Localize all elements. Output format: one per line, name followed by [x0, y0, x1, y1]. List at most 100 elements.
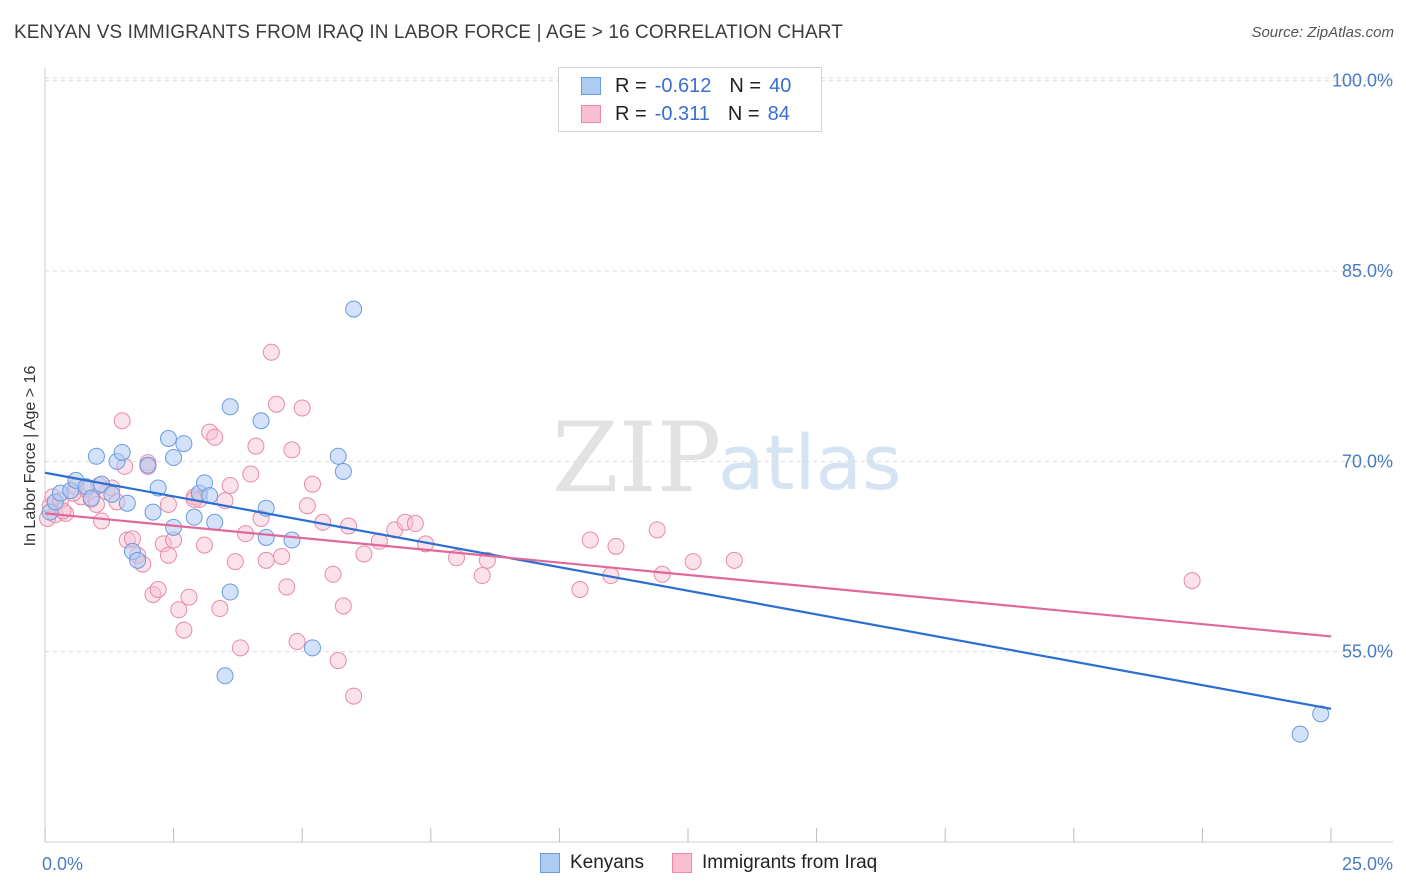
- data-point-iraq: [293, 399, 311, 417]
- legend-r-label: R =: [615, 102, 647, 125]
- data-point-iraq: [144, 586, 162, 604]
- trend-line-kenyans: [44, 471, 1332, 710]
- data-point-kenyan: [303, 639, 321, 657]
- data-point-iraq: [283, 441, 301, 459]
- data-point-kenyan: [283, 531, 301, 549]
- data-point-kenyan: [257, 528, 275, 546]
- data-point-kenyan: [87, 447, 105, 465]
- data-point-kenyan: [165, 449, 183, 467]
- data-point-kenyan: [103, 485, 121, 503]
- legend-row-kenyans: R = -0.612 N = 40: [581, 74, 791, 98]
- legend-r-label: R =: [615, 74, 647, 97]
- data-point-iraq: [267, 395, 285, 413]
- legend-r-value: -0.612: [654, 74, 712, 97]
- y-axis-label: In Labor Force | Age > 16: [22, 366, 39, 547]
- legend-item-iraq: Immigrants from Iraq: [671, 852, 878, 874]
- y-tick-label: 85.0%: [1342, 261, 1393, 281]
- data-point-iraq: [324, 565, 342, 583]
- data-point-iraq: [725, 551, 743, 569]
- data-point-iraq: [242, 465, 260, 483]
- chart-title: KENYAN VS IMMIGRANTS FROM IRAQ IN LABOR …: [14, 22, 843, 43]
- data-point-iraq: [159, 546, 177, 564]
- data-point-iraq: [653, 565, 671, 583]
- y-tick-label: 70.0%: [1342, 451, 1393, 471]
- data-point-iraq: [113, 412, 131, 430]
- x-tick-label: 25.0%: [1342, 854, 1393, 874]
- data-point-kenyan: [165, 518, 183, 536]
- data-point-iraq: [406, 515, 424, 533]
- data-point-iraq: [159, 495, 177, 513]
- data-point-kenyan: [334, 462, 352, 480]
- watermark-atlas: atlas: [718, 418, 902, 507]
- data-point-iraq: [226, 553, 244, 571]
- legend-label-kenyans: Kenyans: [570, 852, 644, 873]
- data-point-iraq: [334, 597, 352, 615]
- data-point-kenyan: [144, 503, 162, 521]
- data-point-iraq: [298, 497, 316, 515]
- trend-line-iraq: [44, 512, 1332, 638]
- series-iraq-points: [39, 343, 1201, 705]
- legend-swatch-kenyans: [581, 77, 601, 95]
- axes: [44, 68, 1393, 843]
- data-point-iraq: [648, 521, 666, 539]
- legend-n-value: 40: [769, 74, 792, 97]
- data-point-iraq: [278, 578, 296, 596]
- legend-r-value: -0.311: [654, 102, 710, 125]
- legend-label-iraq: Immigrants from Iraq: [701, 852, 878, 873]
- data-point-kenyan: [113, 443, 131, 461]
- data-point-kenyan: [329, 447, 347, 465]
- y-tick-label: 55.0%: [1342, 642, 1393, 662]
- data-point-kenyan: [252, 412, 270, 430]
- series-legend: Kenyans Immigrants from Iraq: [540, 852, 905, 874]
- data-point-kenyan: [82, 489, 100, 507]
- data-point-kenyan: [175, 435, 193, 453]
- data-point-kenyan: [345, 300, 363, 318]
- correlation-legend: R = -0.612 N = 40 R = -0.311 N = 84: [558, 67, 822, 132]
- y-tick-label: 100.0%: [1332, 71, 1393, 91]
- data-point-iraq: [355, 545, 373, 563]
- data-point-kenyan: [185, 508, 203, 526]
- data-point-kenyan: [1291, 725, 1309, 743]
- grid-lines: [45, 77, 1393, 653]
- data-point-iraq: [257, 551, 275, 569]
- watermark-zip: ZIP: [552, 402, 721, 514]
- legend-n-value: 84: [767, 102, 790, 125]
- x-tick-label: 0.0%: [42, 854, 83, 874]
- data-point-iraq: [149, 580, 167, 598]
- data-point-kenyan: [139, 456, 157, 474]
- data-point-iraq: [195, 536, 213, 554]
- data-point-iraq: [473, 567, 491, 585]
- legend-swatch-iraq: [581, 105, 601, 123]
- data-point-iraq: [170, 601, 188, 619]
- data-point-iraq: [93, 512, 111, 530]
- data-point-iraq: [231, 639, 249, 657]
- data-point-kenyan: [118, 494, 136, 512]
- data-point-iraq: [273, 548, 291, 566]
- source-label: Source: ZipAtlas.com: [1251, 24, 1394, 41]
- data-point-kenyan: [221, 583, 239, 601]
- data-point-iraq: [262, 343, 280, 361]
- data-point-iraq: [221, 476, 239, 494]
- data-point-iraq: [581, 531, 599, 549]
- trend-lines: [44, 471, 1332, 710]
- series-kenyan-points: [41, 300, 1330, 743]
- data-point-iraq: [288, 633, 306, 651]
- legend-n-label: N =: [727, 102, 760, 125]
- data-point-iraq: [345, 687, 363, 705]
- data-point-iraq: [1183, 572, 1201, 590]
- data-point-iraq: [154, 535, 172, 553]
- data-point-kenyan: [129, 551, 147, 569]
- data-point-iraq: [175, 621, 193, 639]
- data-point-kenyan: [216, 667, 234, 685]
- data-point-iraq: [206, 428, 224, 446]
- watermark: ZIP atlas: [552, 402, 902, 514]
- data-point-iraq: [180, 588, 198, 606]
- data-point-kenyan: [221, 398, 239, 416]
- data-point-iraq: [329, 652, 347, 670]
- data-point-iraq: [303, 475, 321, 493]
- data-point-iraq: [201, 423, 219, 441]
- data-point-iraq: [607, 537, 625, 555]
- legend-swatch-kenyans: [540, 853, 560, 873]
- data-point-iraq: [247, 437, 265, 455]
